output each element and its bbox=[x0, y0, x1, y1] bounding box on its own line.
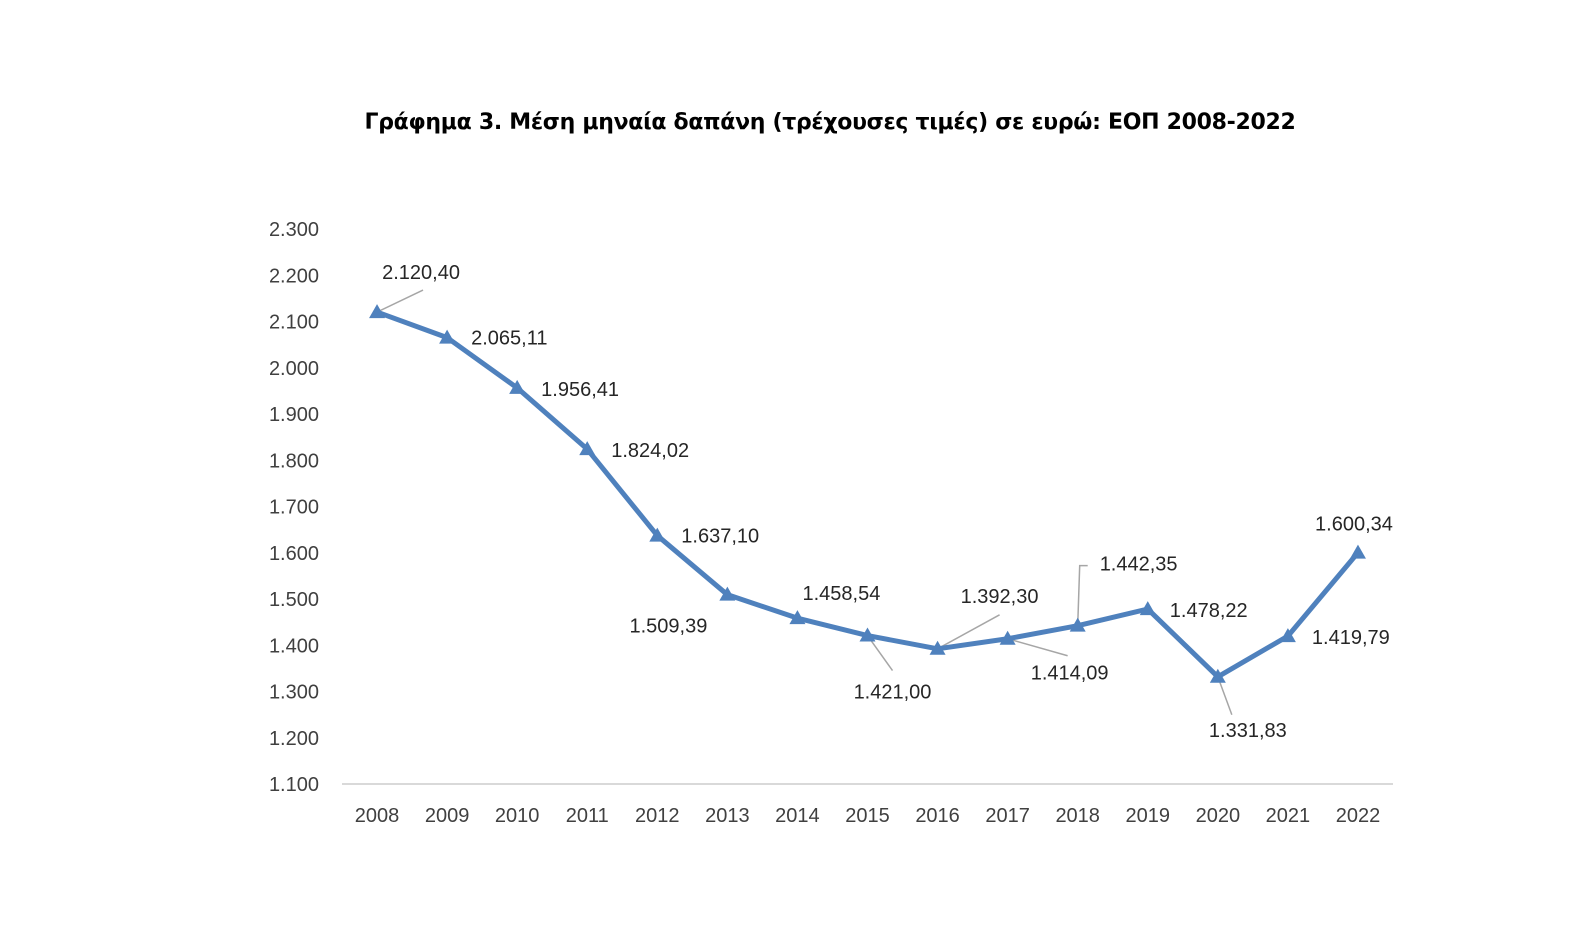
y-tick-label: 2.000 bbox=[269, 358, 319, 380]
leader-line bbox=[376, 289, 424, 313]
data-point-marker bbox=[1209, 668, 1226, 683]
y-tick-label: 1.900 bbox=[269, 404, 319, 426]
data-label: 1.509,39 bbox=[630, 616, 708, 638]
data-point-marker bbox=[1349, 544, 1366, 559]
data-point-marker bbox=[1069, 617, 1086, 632]
data-label: 1.421,00 bbox=[854, 682, 932, 704]
x-tick-label: 2016 bbox=[915, 805, 960, 827]
data-point-marker bbox=[929, 640, 946, 655]
data-point-marker bbox=[999, 630, 1016, 645]
x-tick-label: 2014 bbox=[775, 805, 820, 827]
x-tick-label: 2012 bbox=[635, 805, 680, 827]
x-tick-label: 2015 bbox=[845, 805, 890, 827]
y-tick-label: 1.800 bbox=[269, 450, 319, 472]
series-markers bbox=[369, 304, 1366, 683]
data-point-marker bbox=[439, 329, 456, 344]
x-tick-label: 2021 bbox=[1266, 805, 1311, 827]
data-point-marker bbox=[719, 586, 736, 601]
y-tick-label: 2.300 bbox=[269, 219, 319, 241]
data-point-marker bbox=[859, 627, 876, 642]
data-label: 1.414,09 bbox=[1031, 663, 1109, 685]
x-tick-label: 2010 bbox=[495, 805, 540, 827]
leader-line bbox=[1217, 676, 1233, 716]
data-labels: 2.120,40 2.065,11 1.956,41 1.824,02 1.637,10… bbox=[382, 262, 1393, 742]
data-label: 1.442,35 bbox=[1100, 554, 1178, 576]
x-tick-label: 2011 bbox=[566, 805, 609, 827]
y-axis: 1.100 1.200 1.300 1.400 1.500 1.600 1.700 1.800… bbox=[269, 219, 319, 796]
data-label: 2.120,40 bbox=[382, 262, 460, 284]
data-point-marker bbox=[369, 304, 386, 319]
data-label: 1.478,22 bbox=[1170, 600, 1248, 622]
y-tick-label: 2.200 bbox=[269, 265, 319, 287]
data-label: 1.956,41 bbox=[541, 379, 619, 401]
chart-title: Γράφημα 3. Μέση μηναία δαπάνη (τρέχουσες… bbox=[364, 110, 1296, 135]
data-label: 1.392,30 bbox=[961, 586, 1039, 608]
data-point-marker bbox=[579, 441, 596, 456]
x-tick-label: 2019 bbox=[1126, 805, 1171, 827]
y-tick-label: 2.100 bbox=[269, 312, 319, 334]
y-tick-label: 1.500 bbox=[269, 589, 319, 611]
x-tick-label: 2022 bbox=[1336, 805, 1381, 827]
leader-line bbox=[1007, 638, 1068, 657]
y-tick-label: 1.400 bbox=[269, 635, 319, 657]
x-tick-label: 2020 bbox=[1196, 805, 1241, 827]
x-tick-label: 2009 bbox=[425, 805, 470, 827]
x-tick-label: 2008 bbox=[355, 805, 400, 827]
data-point-marker bbox=[649, 527, 666, 542]
data-point-marker bbox=[509, 379, 526, 394]
label-leader-lines bbox=[376, 289, 1233, 716]
data-label: 1.600,34 bbox=[1315, 514, 1393, 536]
x-tick-label: 2017 bbox=[985, 805, 1030, 827]
leader-line bbox=[937, 614, 1000, 650]
data-label: 1.331,83 bbox=[1209, 720, 1287, 742]
data-point-marker bbox=[789, 610, 806, 625]
y-tick-label: 1.600 bbox=[269, 543, 319, 565]
x-tick-label: 2018 bbox=[1055, 805, 1100, 827]
y-tick-label: 1.300 bbox=[269, 682, 319, 704]
data-label: 1.419,79 bbox=[1312, 627, 1390, 649]
data-point-marker bbox=[1279, 628, 1296, 643]
data-label: 1.637,10 bbox=[681, 526, 759, 548]
data-label: 2.065,11 bbox=[471, 328, 547, 350]
leader-line bbox=[1076, 564, 1088, 626]
data-label: 1.824,02 bbox=[611, 440, 689, 462]
y-tick-label: 1.100 bbox=[269, 774, 319, 796]
y-tick-label: 1.200 bbox=[269, 728, 319, 750]
data-point-marker bbox=[1139, 601, 1156, 616]
y-tick-label: 1.700 bbox=[269, 497, 319, 519]
x-tick-label: 2013 bbox=[705, 805, 750, 827]
x-axis: 2008 2009 2010 2011 2012 2013 2014 2015 2016 2017… bbox=[355, 805, 1380, 827]
data-label: 1.458,54 bbox=[803, 583, 881, 605]
